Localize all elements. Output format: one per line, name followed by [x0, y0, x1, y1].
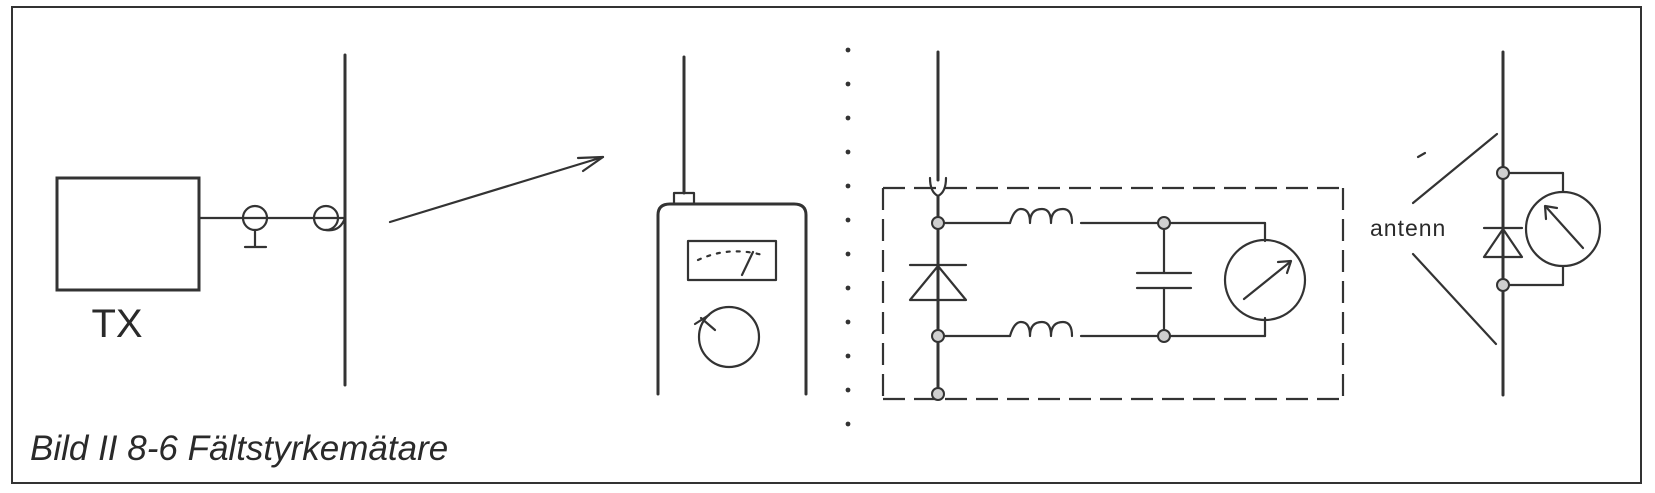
figure-caption: Bild II 8-6 Fältstyrkemätare — [30, 429, 448, 468]
tuning-knob — [693, 305, 761, 369]
radiation-arrow — [388, 155, 605, 224]
junction-node — [931, 216, 945, 230]
choke-bottom — [1008, 320, 1074, 338]
junction-node — [1496, 166, 1510, 180]
bypass-capacitor — [1135, 221, 1193, 338]
dotted-separator — [845, 47, 851, 427]
figure-frame — [11, 6, 1642, 484]
junction-node — [1157, 216, 1171, 230]
separator-dot — [845, 183, 851, 189]
simplified-meter — [1524, 190, 1602, 268]
junction-node — [1157, 329, 1171, 343]
meter-window — [686, 239, 778, 282]
junction-node — [931, 329, 945, 343]
separator-dot — [845, 47, 851, 53]
junction-node — [1496, 278, 1510, 292]
separator-dot — [845, 115, 851, 121]
separator-dot — [845, 387, 851, 393]
separator-dot — [845, 81, 851, 87]
simplified-detector: antenn — [1370, 50, 1602, 397]
separator-dot — [845, 353, 851, 359]
separator-dot — [845, 149, 851, 155]
detector-diode — [908, 263, 968, 302]
transmitter-box — [55, 176, 201, 292]
transmitter-label: TX — [91, 302, 142, 346]
coax-connector-1 — [241, 204, 269, 249]
separator-dot — [845, 285, 851, 291]
field-strength-meter-device — [656, 55, 808, 396]
choke-top — [1008, 207, 1074, 225]
detector-circuit — [881, 50, 1345, 401]
separator-dot — [845, 421, 851, 427]
detector-meter — [1223, 238, 1307, 322]
antenna-label: antenn — [1370, 215, 1446, 241]
separator-dot — [845, 217, 851, 223]
separator-dot — [845, 251, 851, 257]
antenna-base — [672, 191, 696, 206]
separator-dot — [845, 319, 851, 325]
transmitter-section: TX — [55, 53, 347, 387]
meter-case — [656, 202, 808, 396]
ground-node — [931, 387, 945, 401]
